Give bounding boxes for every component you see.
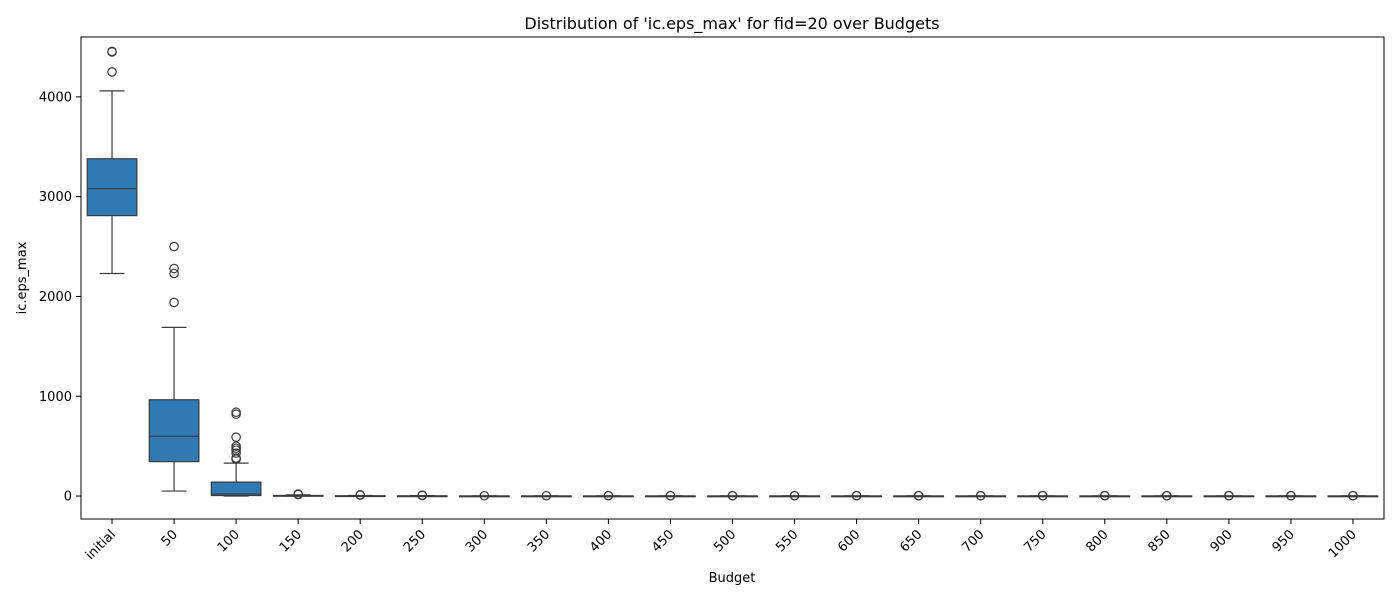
box-550 xyxy=(769,490,820,501)
box-150 xyxy=(272,489,324,500)
y-axis-label: ic.eps_max xyxy=(15,241,30,314)
y-tick-label: 3000 xyxy=(39,190,72,205)
x-tick-label: 250 xyxy=(401,527,429,555)
x-tick-label: 350 xyxy=(525,527,553,555)
box-200 xyxy=(334,490,386,501)
box-800 xyxy=(1079,490,1131,501)
box-700 xyxy=(955,490,1007,501)
box-600 xyxy=(831,490,883,501)
x-tick-label: 50 xyxy=(159,527,181,549)
x-tick-label: 550 xyxy=(773,527,801,555)
box-250 xyxy=(396,490,448,501)
outlier-point xyxy=(541,490,552,501)
x-tick-label: 300 xyxy=(463,527,491,555)
box-initial xyxy=(86,46,138,275)
outlier-point xyxy=(231,432,241,442)
x-tick-label: 750 xyxy=(1021,527,1049,555)
outlier-point xyxy=(851,490,862,501)
outlier-point xyxy=(1348,490,1358,501)
outlier-point xyxy=(975,490,986,501)
y-tick-label: 0 xyxy=(64,490,72,505)
outlier-point xyxy=(169,241,179,252)
box-iqr xyxy=(86,158,138,217)
outlier-point xyxy=(231,409,241,420)
box-350 xyxy=(520,490,572,501)
chart-title: Distribution of 'ic.eps_max' for fid=20 … xyxy=(524,14,939,34)
box-iqr xyxy=(148,399,200,463)
x-tick-label: 900 xyxy=(1208,527,1236,555)
x-tick-label: 700 xyxy=(959,527,987,555)
outlier-point xyxy=(1286,490,1296,501)
plot-area xyxy=(86,46,1379,501)
y-tick-label: 4000 xyxy=(39,90,72,105)
outlier-point xyxy=(417,490,428,500)
x-tick-label: 800 xyxy=(1083,527,1111,555)
x-tick-label: 200 xyxy=(339,527,367,555)
box-1000 xyxy=(1327,490,1379,501)
outlier-point xyxy=(789,490,800,501)
x-tick-label: 600 xyxy=(835,527,863,555)
outlier-point xyxy=(293,489,303,499)
box-750 xyxy=(1017,490,1069,501)
outlier-point xyxy=(231,443,241,453)
box-650 xyxy=(893,490,945,501)
outlier-point xyxy=(169,263,179,274)
outlier-point xyxy=(107,67,117,77)
x-tick-label: 650 xyxy=(897,527,925,555)
outlier-point xyxy=(1224,490,1234,501)
outlier-point xyxy=(169,268,179,279)
plot-frame xyxy=(80,36,1385,520)
box-900 xyxy=(1203,490,1255,501)
x-tick-label: 1000 xyxy=(1326,527,1360,561)
box-iqr xyxy=(210,481,262,497)
x-tick-label: 950 xyxy=(1270,527,1298,555)
outlier-point xyxy=(1099,490,1110,501)
x-tick-label: initial xyxy=(83,527,119,563)
y-tick-label: 1000 xyxy=(39,390,72,405)
x-tick-label: 150 xyxy=(277,527,305,555)
box-400 xyxy=(582,490,634,501)
outlier-point xyxy=(231,448,241,458)
outlier-point xyxy=(355,490,366,500)
x-tick-label: 100 xyxy=(215,527,243,555)
outlier-point xyxy=(169,297,179,308)
outlier-point xyxy=(107,46,117,57)
box-450 xyxy=(645,490,696,501)
box-300 xyxy=(458,490,510,501)
box-50 xyxy=(148,241,200,492)
outlier-point xyxy=(727,490,738,501)
x-tick-label: 500 xyxy=(711,527,739,555)
box-100 xyxy=(210,407,262,497)
outlier-point xyxy=(603,490,614,501)
x-tick-label: 850 xyxy=(1145,527,1173,555)
outlier-point xyxy=(231,407,241,418)
outlier-point xyxy=(913,490,924,501)
y-tick-label: 2000 xyxy=(39,290,72,305)
outlier-point xyxy=(1037,490,1048,501)
box-950 xyxy=(1265,490,1317,501)
x-tick-label: 450 xyxy=(649,527,677,555)
x-tick-label: 400 xyxy=(587,527,615,555)
box-850 xyxy=(1141,490,1193,501)
box-500 xyxy=(707,490,758,501)
outlier-point xyxy=(1162,490,1172,501)
outlier-point xyxy=(665,490,676,501)
outlier-point xyxy=(479,490,490,501)
x-axis-label: Budget xyxy=(709,571,756,586)
